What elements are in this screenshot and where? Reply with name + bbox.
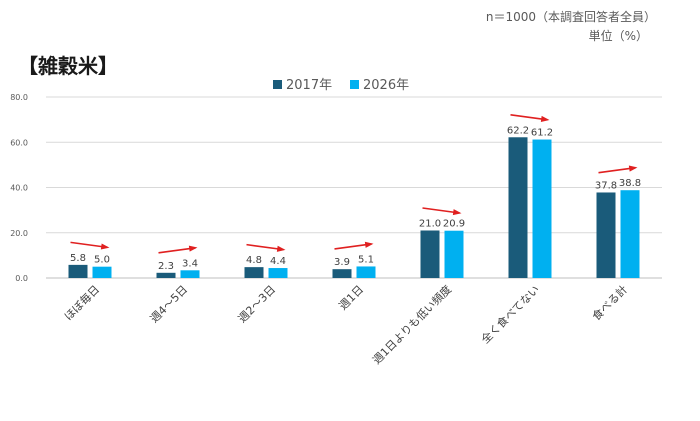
legend-label: 2017年 <box>286 78 332 93</box>
trend-arrow-head <box>364 241 374 248</box>
x-tick-label: 週2～3日 <box>236 283 278 325</box>
y-tick-label: 40.0 <box>10 184 28 193</box>
legend: 2017年 2026年 <box>273 78 409 93</box>
bar-2026 <box>532 139 552 278</box>
data-label: 62.2 <box>507 125 529 136</box>
x-tick-label: 食べる計 <box>589 282 630 323</box>
data-label: 21.0 <box>419 218 441 229</box>
trend-arrow-head <box>276 245 286 252</box>
data-label: 4.8 <box>246 255 262 266</box>
x-axis-labels: ほぼ毎日 週4～5日 週2～3日 週1日 週1日よりも低い頻度 全く食べてない 食べる計 <box>62 282 630 367</box>
bar-2017 <box>508 137 528 278</box>
x-tick-label: 週1日よりも低い頻度 <box>369 282 454 367</box>
bar-2026 <box>356 266 376 278</box>
value-labels: 5.8 5.0 2.3 3.4 4.8 4.4 3.9 5.1 21.0 20.9 62.2 61.2… <box>70 125 641 272</box>
x-tick-label: 週4～5日 <box>148 283 190 325</box>
data-label: 61.2 <box>531 128 553 139</box>
trend-arrow-head <box>628 165 638 172</box>
legend-label: 2026年 <box>363 78 409 93</box>
bar-2017 <box>420 230 440 278</box>
bar-2026 <box>180 270 200 278</box>
chart-title: 【雑穀米】 <box>18 54 118 78</box>
y-tick-label: 80.0 <box>10 93 28 102</box>
data-label: 5.8 <box>70 253 86 264</box>
data-label: 3.9 <box>334 257 350 268</box>
data-label: 2.3 <box>158 261 174 272</box>
bars <box>68 137 640 278</box>
trend-arrow-head <box>100 243 110 250</box>
sample-size-note: n＝1000（本調査回答者全員） <box>485 10 656 24</box>
bar-2026 <box>268 268 288 278</box>
data-label: 5.1 <box>358 254 374 265</box>
x-tick-label: ほぼ毎日 <box>62 283 102 323</box>
legend-swatch-2026 <box>350 80 359 89</box>
trend-arrow-head <box>540 115 550 122</box>
x-tick-label: 週1日 <box>336 283 366 313</box>
y-tick-label: 0.0 <box>15 274 28 283</box>
bar-2017 <box>332 269 352 278</box>
data-label: 5.0 <box>94 255 110 266</box>
data-label: 37.8 <box>595 180 617 191</box>
data-label: 20.9 <box>443 219 465 230</box>
trend-arrows <box>70 113 638 254</box>
unit-note: 単位（%） <box>588 29 648 43</box>
bar-2017 <box>244 267 264 278</box>
trend-arrow-head <box>188 245 198 252</box>
y-axis-ticks: 0.0 20.0 40.0 60.0 80.0 <box>10 93 28 283</box>
x-tick-label: 全く食べてない <box>478 282 542 346</box>
data-label: 3.4 <box>182 258 198 269</box>
bar-2017 <box>596 192 616 278</box>
bar-2017 <box>156 272 176 278</box>
bar-2026 <box>444 230 464 278</box>
gridlines <box>46 96 662 279</box>
legend-swatch-2017 <box>273 80 282 89</box>
data-label: 4.4 <box>270 256 286 267</box>
y-tick-label: 20.0 <box>10 229 28 238</box>
y-tick-label: 60.0 <box>10 138 28 147</box>
bar-2026 <box>92 266 112 278</box>
bar-2017 <box>68 264 88 278</box>
trend-arrow-head <box>452 209 462 216</box>
bar-2026 <box>620 190 640 278</box>
data-label: 38.8 <box>619 178 641 189</box>
